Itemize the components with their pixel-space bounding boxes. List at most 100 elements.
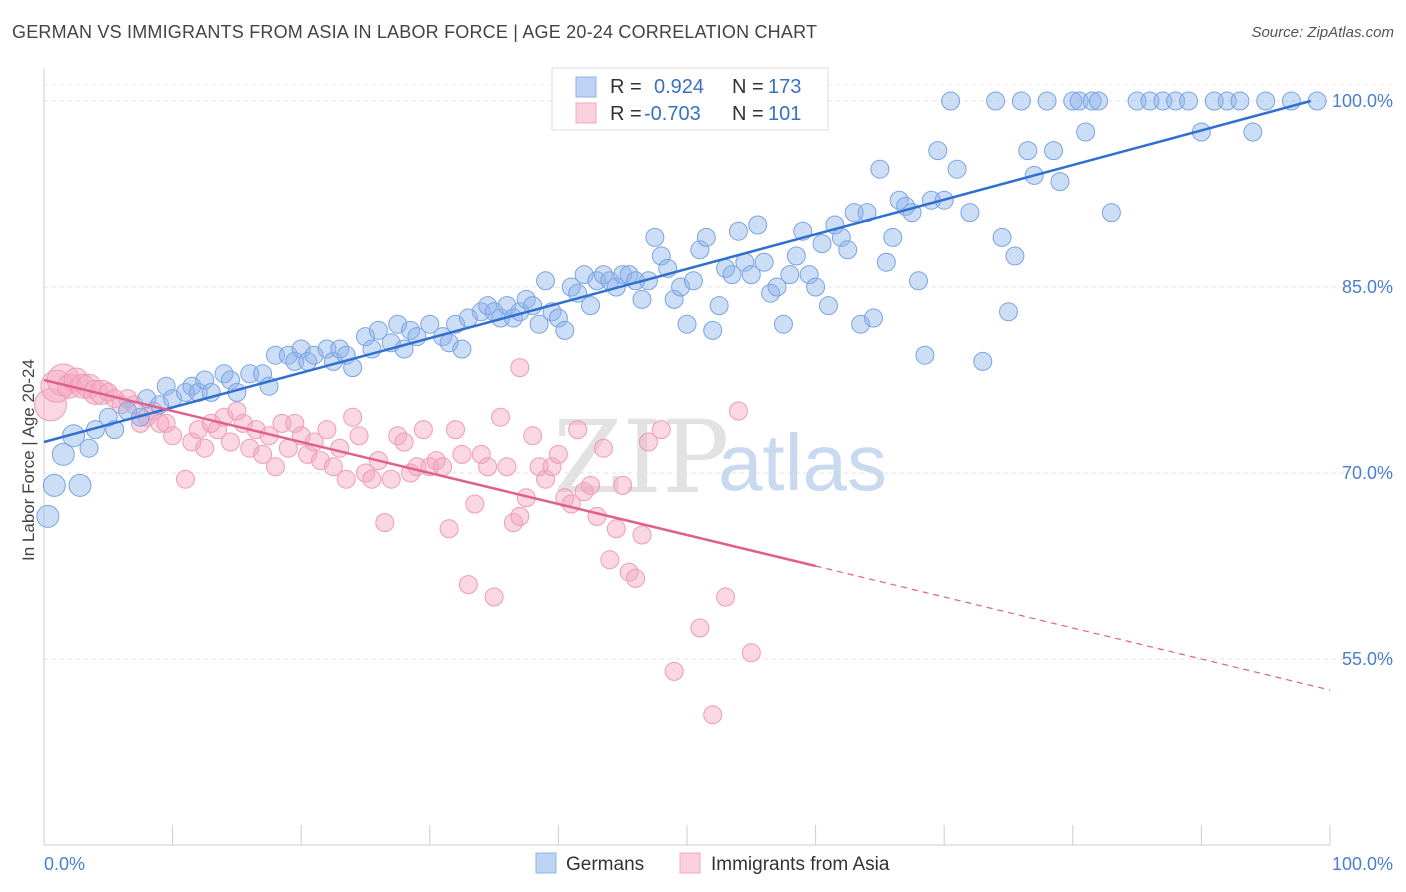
- german-point-39: [368, 320, 388, 340]
- asia-point-37: [285, 413, 305, 433]
- german-point-132: [1011, 91, 1031, 111]
- german-point-91: [728, 221, 748, 241]
- legend-r-label-asia: R =: [610, 103, 642, 125]
- y-tick-label-3: 55.0%: [1342, 649, 1393, 669]
- asia-point-95: [690, 618, 710, 638]
- asia-point-92: [638, 432, 658, 452]
- legend-bottom-asia: Immigrants from Asia: [711, 854, 890, 875]
- german-point-2: [51, 442, 75, 466]
- asia-point-93: [651, 420, 671, 440]
- asia-point-100: [510, 358, 530, 378]
- german-point-156: [1307, 91, 1327, 111]
- german-point-97: [767, 277, 787, 297]
- legend-n-value-asia: 101: [768, 103, 801, 125]
- german-point-18: [195, 370, 215, 390]
- german-point-102: [799, 265, 819, 285]
- german-point-108: [838, 240, 858, 260]
- asia-point-23: [195, 438, 215, 458]
- asia-point-70: [497, 457, 517, 477]
- german-point-49: [452, 339, 472, 359]
- asia-point-18: [156, 413, 176, 433]
- german-point-133: [1018, 141, 1038, 161]
- asia-point-19: [163, 426, 183, 446]
- legend-n-value-german: 173: [768, 76, 801, 98]
- german-point-60: [529, 314, 549, 334]
- german-point-113: [870, 159, 890, 179]
- legend-bottom-swatch-asia: [679, 852, 701, 874]
- asia-point-98: [728, 401, 748, 421]
- watermark-zip: ZIP: [553, 399, 729, 516]
- german-point-86: [696, 227, 716, 247]
- asia-point-52: [381, 469, 401, 489]
- y-tick-label-2: 70.0%: [1342, 463, 1393, 483]
- asia-trend-line: [43, 378, 816, 568]
- german-point-78: [645, 227, 665, 247]
- german-point-45: [420, 314, 440, 334]
- legend-swatch-german: [575, 76, 597, 98]
- german-point-137: [1050, 172, 1070, 192]
- german-point-138: [1063, 91, 1083, 111]
- german-point-114: [876, 252, 896, 272]
- asia-point-74: [523, 426, 543, 446]
- german-point-122: [928, 141, 948, 161]
- german-point-0: [36, 504, 60, 528]
- german-point-99: [780, 265, 800, 285]
- german-point-112: [863, 308, 883, 328]
- asia-point-69: [491, 407, 511, 427]
- asia-point-76: [536, 469, 556, 489]
- german-point-148: [1179, 91, 1199, 111]
- german-point-90: [722, 265, 742, 285]
- asia-point-44: [330, 438, 350, 458]
- asia-point-17: [150, 413, 170, 433]
- german-point-124: [941, 91, 961, 111]
- asia-point-49: [362, 469, 382, 489]
- german-point-95: [754, 252, 774, 272]
- german-points: [36, 91, 1327, 528]
- asia-point-66: [471, 444, 491, 464]
- asia-point-63: [452, 444, 472, 464]
- asia-point-45: [336, 469, 356, 489]
- asia-point-28: [227, 401, 247, 421]
- german-point-140: [1076, 122, 1096, 142]
- asia-point-43: [323, 457, 343, 477]
- legend-r-label-german: R =: [610, 76, 642, 98]
- german-point-79: [651, 246, 671, 266]
- asia-point-91: [632, 525, 652, 545]
- german-point-127: [973, 351, 993, 371]
- axes: [43, 68, 1331, 846]
- asia-point-68: [484, 587, 504, 607]
- y-tick-label-0: 100.0%: [1332, 91, 1393, 111]
- asia-point-67: [478, 457, 498, 477]
- german-point-135: [1037, 91, 1057, 111]
- german-point-61: [536, 271, 556, 291]
- asia-point-65: [465, 494, 485, 514]
- asia-point-8: [89, 379, 115, 405]
- german-point-98: [773, 314, 793, 334]
- german-point-5: [79, 438, 99, 458]
- watermark: ZIP atlas: [553, 399, 887, 516]
- asia-point-57: [413, 420, 433, 440]
- asia-point-46: [343, 407, 363, 427]
- german-point-119: [908, 271, 928, 291]
- asia-point-96: [703, 705, 723, 725]
- asia-point-88: [613, 475, 633, 495]
- tick-labels: 100.0% 85.0% 70.0% 55.0% 0.0% 100.0%: [44, 91, 1393, 874]
- german-point-83: [677, 314, 697, 334]
- german-point-93: [741, 265, 761, 285]
- german-point-130: [999, 302, 1018, 322]
- german-point-128: [986, 91, 1006, 111]
- german-point-142: [1089, 91, 1109, 111]
- source-label: Source: ZipAtlas.com: [1251, 24, 1394, 41]
- german-point-103: [806, 277, 826, 297]
- german-point-120: [915, 345, 935, 365]
- german-point-94: [748, 215, 768, 235]
- legend-box: [551, 67, 829, 131]
- asia-point-94: [664, 661, 684, 681]
- german-point-125: [947, 159, 967, 179]
- german-point-68: [581, 296, 601, 316]
- asia-point-47: [349, 426, 369, 446]
- german-point-131: [1005, 246, 1025, 266]
- asia-point-83: [581, 475, 601, 495]
- german-trend-line: [43, 99, 1312, 444]
- asia-point-87: [606, 519, 626, 539]
